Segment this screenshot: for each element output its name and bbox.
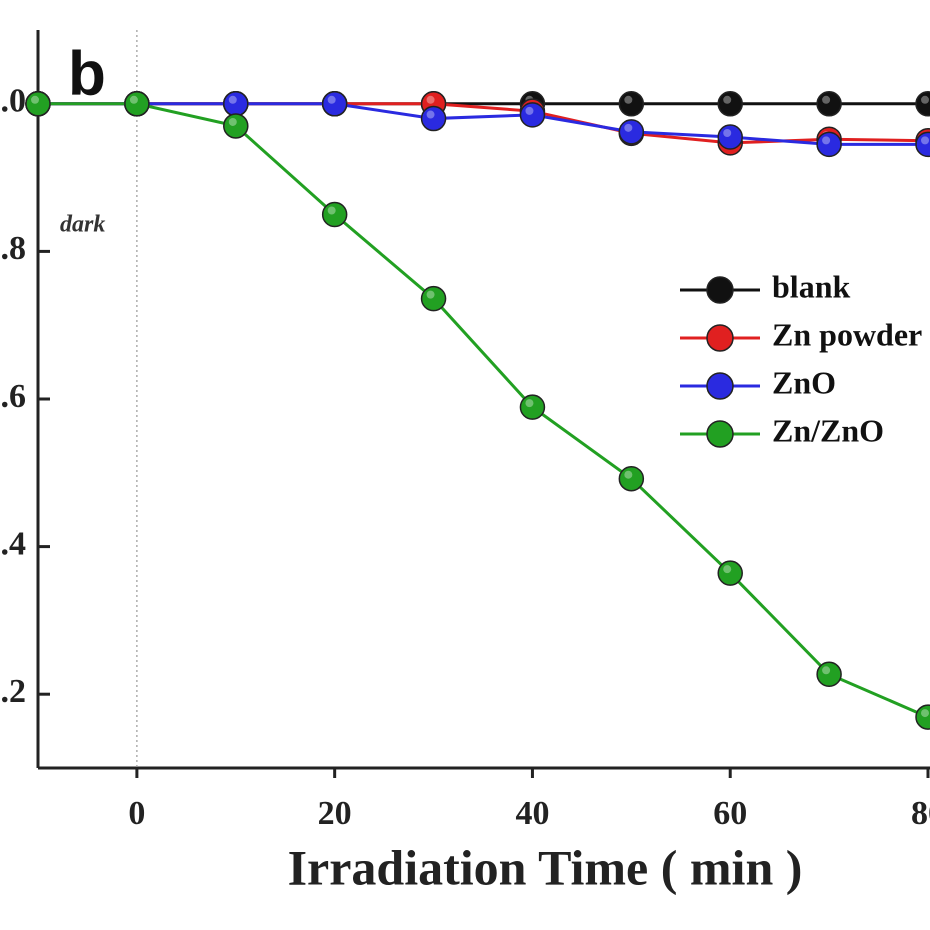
data-point (717, 124, 743, 150)
data-point (519, 394, 546, 420)
point-highlight (921, 95, 929, 104)
point-highlight (822, 136, 831, 145)
point-highlight (426, 110, 435, 119)
point-highlight (228, 117, 237, 126)
point-highlight (327, 206, 336, 215)
panel-label: b (68, 39, 106, 108)
data-point (321, 91, 348, 117)
point-highlight (525, 399, 534, 408)
data-point (420, 285, 447, 312)
data-point (618, 91, 645, 117)
data-point (25, 91, 51, 117)
data-point (223, 113, 249, 139)
data-point (618, 465, 645, 492)
y-tick-label: 1.0 (0, 83, 26, 120)
data-point (519, 102, 546, 128)
annotation: dark (60, 212, 105, 238)
legend-marker (706, 276, 734, 304)
point-highlight (723, 129, 732, 138)
x-tick-label: 40 (515, 795, 549, 832)
point-highlight (31, 95, 39, 104)
legend-label: ZnO (772, 364, 836, 400)
x-tick-label: 60 (713, 795, 747, 832)
point-highlight (426, 95, 435, 104)
x-axis-label: Irradiation Time ( min ) (288, 839, 803, 895)
legend-label: blank (772, 268, 850, 304)
point-highlight (129, 95, 138, 104)
point-highlight (822, 666, 831, 675)
data-point (420, 105, 447, 132)
point-highlight (624, 95, 633, 104)
y-tick-label: 0.6 (0, 378, 26, 415)
x-tick-label: 0 (128, 795, 145, 832)
y-tick-label: 0.4 (0, 525, 26, 562)
x-tick-label: 80 (911, 795, 930, 832)
point-highlight (624, 123, 633, 132)
y-tick-label: 0.8 (0, 230, 26, 267)
legend-marker (706, 372, 734, 400)
series-line (38, 102, 928, 146)
point-highlight (822, 95, 831, 104)
point-highlight (921, 136, 929, 145)
point-highlight (426, 290, 435, 299)
point-highlight (525, 106, 534, 115)
data-point (816, 91, 842, 117)
point-highlight (228, 95, 237, 104)
series-line (38, 102, 929, 719)
y-tick-label: 0.2 (0, 673, 26, 710)
data-point (618, 119, 645, 145)
data-point (915, 91, 930, 117)
point-highlight (723, 565, 732, 574)
data-point (223, 91, 249, 117)
data-point (717, 560, 743, 586)
point-highlight (327, 95, 336, 104)
point-highlight (921, 709, 929, 718)
data-point (124, 91, 150, 117)
data-point (915, 131, 930, 158)
series-line (38, 102, 929, 145)
legend-label: Zn/ZnO (772, 412, 884, 448)
legend-label: Zn powder (772, 316, 922, 352)
legend-marker (706, 324, 734, 352)
point-highlight (723, 95, 732, 104)
x-tick-label: 20 (318, 795, 352, 832)
data-point (816, 131, 842, 158)
legend-marker (706, 420, 734, 448)
data-point (321, 201, 348, 228)
point-highlight (624, 470, 633, 479)
data-point (915, 704, 930, 730)
data-point (717, 91, 743, 117)
data-point (816, 661, 842, 688)
